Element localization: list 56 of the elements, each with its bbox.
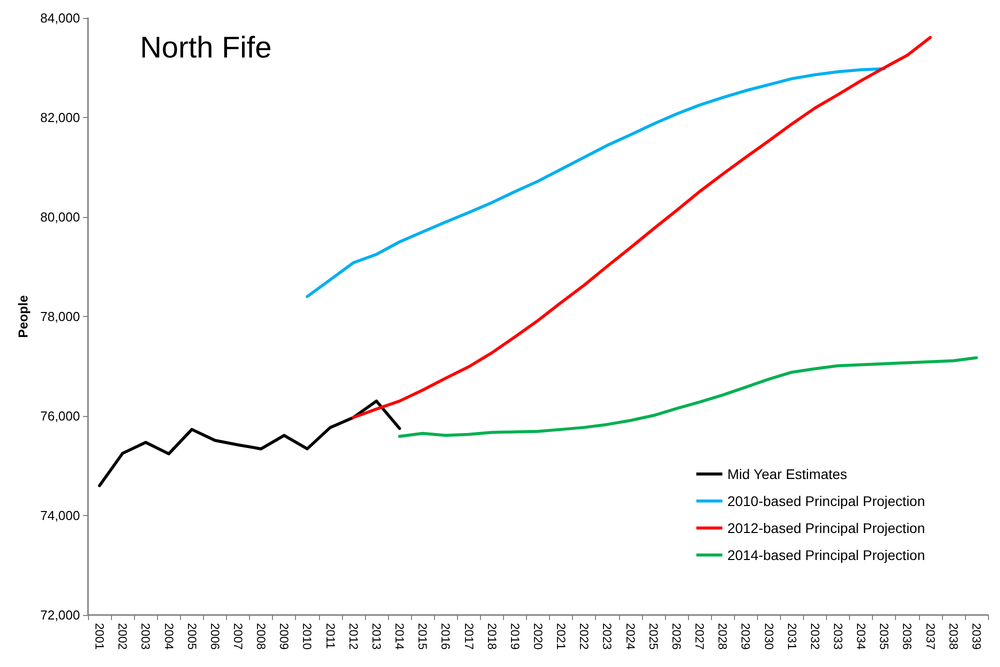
y-axis-title: People [15,295,30,338]
x-tick-label: 2006 [208,623,222,650]
x-tick-label: 2004 [162,623,176,650]
x-tick-label: 2024 [623,623,638,650]
y-tick-label: 80,000 [40,210,80,224]
x-tick-label: 2022 [577,623,592,650]
x-tick-label: 2008 [254,623,268,650]
x-tick-label: 2009 [277,623,292,650]
x-tick-label: 2033 [831,623,845,650]
y-tick-label: 72,000 [40,608,80,622]
x-tick-label: 2005 [184,623,199,650]
x-tick-label: 2029 [738,623,753,650]
legend-label: 2012-based Principal Projection [727,520,926,536]
x-tick-label: 2034 [854,623,868,650]
y-tick-label: 84,000 [40,10,80,26]
x-tick-label: 2036 [900,623,914,650]
x-tick-label: 2013 [369,623,384,650]
x-tick-label: 2019 [508,623,522,650]
line-series [352,36,932,419]
x-tick-label: 2032 [808,623,822,650]
x-tick-label: 2025 [646,623,660,650]
x-tick-label: 2003 [138,623,153,650]
x-tick-label: 2012 [346,623,360,650]
x-tick-label: 2037 [923,623,938,650]
x-tick-label: 2001 [92,623,107,650]
x-tick-label: 2007 [231,623,245,650]
x-tick-label: 2011 [323,623,338,650]
x-tick-label: 2016 [438,623,453,650]
x-tick-label: 2026 [669,623,684,650]
x-tick-label: 2015 [416,623,430,650]
x-tick-label: 2023 [600,623,614,650]
x-tick-label: 2010 [300,623,314,650]
x-tick-label: 2027 [692,623,707,650]
legend-label: 2010-based Principal Projection [727,493,926,509]
legend-label: Mid Year Estimates [727,466,848,482]
x-tick-label: 2035 [877,623,892,650]
x-tick-label: 2018 [484,623,499,650]
x-tick-label: 2039 [969,623,984,650]
line-series [98,400,402,488]
legend-label: 2014-based Principal Projection [727,547,926,563]
x-tick-label: 2030 [762,623,776,650]
x-tick-label: 2038 [946,623,960,650]
x-tick-label: 2020 [531,623,545,650]
line-series [306,67,886,298]
x-tick-label: 2002 [116,623,130,650]
y-tick-label: 76,000 [40,408,80,424]
x-tick-label: 2028 [716,623,730,650]
y-tick-label: 82,000 [40,110,80,125]
x-tick-label: 2017 [462,623,476,650]
y-tick-label: 74,000 [40,508,80,523]
line-series [398,356,978,438]
chart-title: North Fife [140,32,272,64]
y-tick-label: 78,000 [40,309,80,324]
x-tick-label: 2014 [392,623,407,650]
x-tick-label: 2031 [784,623,799,650]
x-tick-label: 2021 [554,623,568,650]
